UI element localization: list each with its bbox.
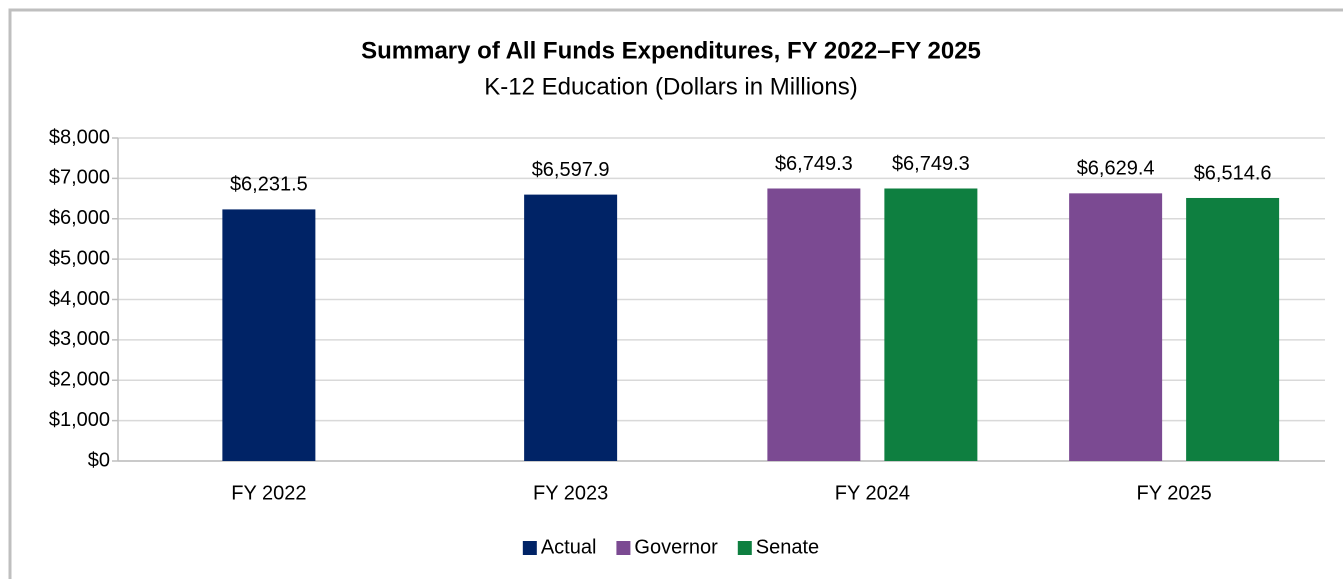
y-tick-label: $2,000 bbox=[49, 369, 110, 391]
legend-label: Senate bbox=[756, 536, 819, 558]
y-tick-label: $6,000 bbox=[49, 207, 110, 229]
x-tick-label: FY 2025 bbox=[1137, 482, 1212, 504]
y-tick-label: $1,000 bbox=[49, 409, 110, 431]
bar bbox=[884, 188, 978, 461]
y-tick-label: $0 bbox=[88, 449, 110, 471]
y-tick-label: $3,000 bbox=[49, 328, 110, 350]
data-label: $6,597.9 bbox=[532, 159, 610, 181]
x-tick-label: FY 2022 bbox=[231, 482, 306, 504]
legend-swatch bbox=[616, 541, 631, 555]
legend-label: Governor bbox=[634, 536, 718, 558]
bar bbox=[1186, 197, 1280, 461]
chart-title: Summary of All Funds Expenditures, FY 20… bbox=[361, 37, 981, 64]
bar bbox=[222, 209, 316, 461]
chart-subtitle: K-12 Education (Dollars in Millions) bbox=[484, 73, 857, 100]
legend-label: Actual bbox=[541, 536, 597, 558]
bar bbox=[767, 188, 861, 461]
data-label: $6,231.5 bbox=[230, 174, 308, 196]
bar bbox=[1069, 193, 1163, 461]
legend-swatch bbox=[522, 541, 537, 555]
y-tick-label: $7,000 bbox=[49, 167, 110, 189]
y-tick-label: $4,000 bbox=[49, 288, 110, 310]
data-label: $6,749.3 bbox=[892, 153, 970, 175]
data-label: $6,749.3 bbox=[775, 153, 853, 175]
data-label: $6,629.4 bbox=[1077, 158, 1155, 180]
legend-swatch bbox=[737, 541, 752, 555]
data-label: $6,514.6 bbox=[1194, 162, 1272, 184]
y-tick-label: $8,000 bbox=[49, 126, 110, 148]
y-tick-label: $5,000 bbox=[49, 247, 110, 269]
x-tick-label: FY 2023 bbox=[533, 482, 608, 504]
bar bbox=[524, 194, 618, 461]
x-tick-label: FY 2024 bbox=[835, 482, 910, 504]
